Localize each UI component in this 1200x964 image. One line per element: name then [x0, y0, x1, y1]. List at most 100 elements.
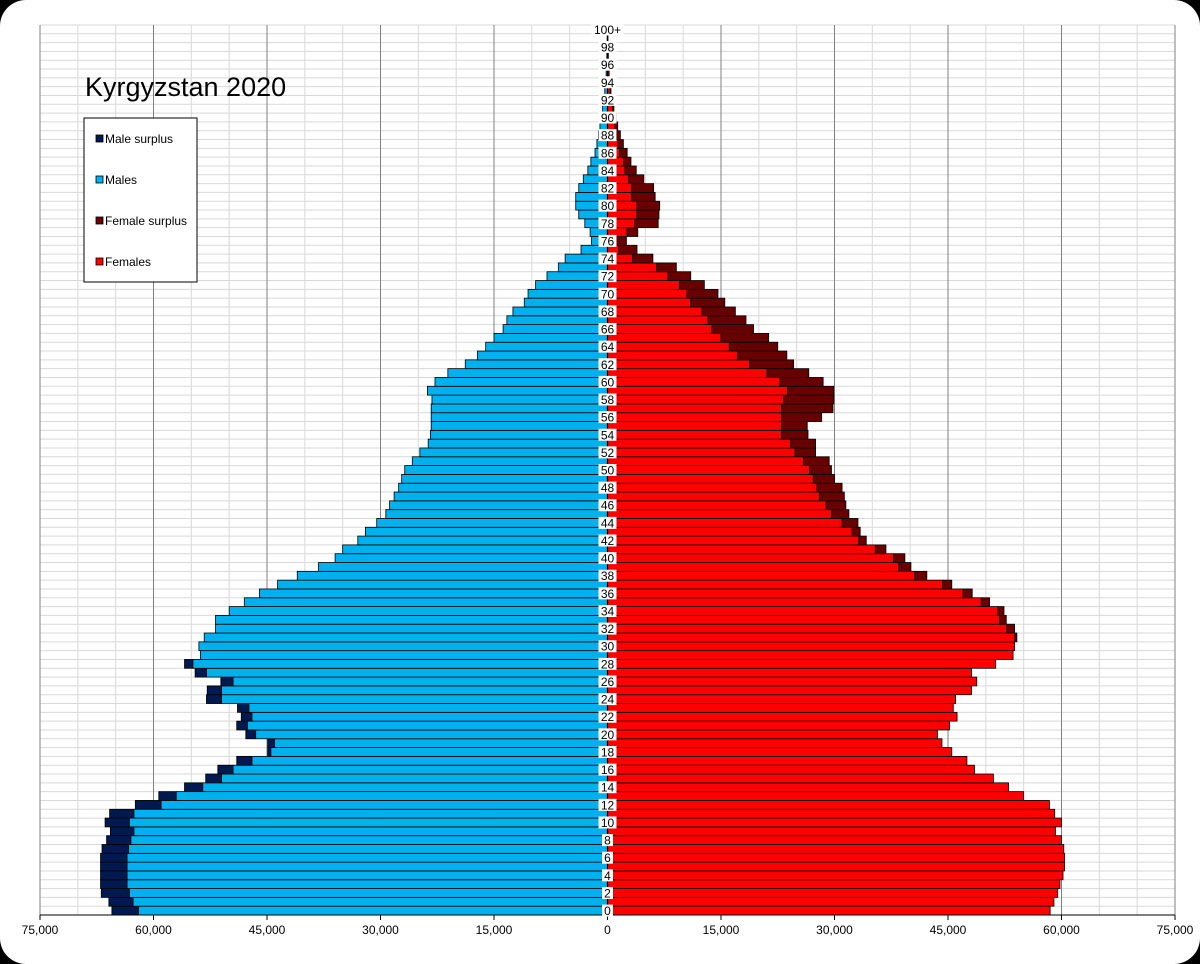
age-label-bg	[598, 411, 617, 424]
bar-female-surplus	[1006, 623, 1015, 634]
age-label: 50	[601, 464, 615, 478]
bar-males	[192, 659, 608, 669]
age-label-bg	[602, 834, 613, 847]
age-label-bg	[598, 816, 617, 829]
age-label-bg	[598, 640, 617, 653]
age-label-bg	[598, 534, 617, 547]
bar-males	[404, 465, 608, 475]
age-label-bg	[598, 693, 617, 706]
age-label: 88	[601, 129, 615, 143]
bar-females	[607, 817, 1062, 828]
bar-males	[206, 667, 608, 678]
age-label-bg	[598, 464, 617, 476]
age-label: 6	[604, 851, 611, 865]
age-label-bg	[602, 851, 613, 864]
x-tick-label: 60,000	[135, 923, 172, 937]
bar-female-surplus	[656, 262, 677, 273]
bar-male-surplus	[184, 659, 194, 669]
x-tick-labels: 75,000 60,000 45,000 30,000 15,000 0 15,000 30,…	[22, 923, 1194, 937]
bar-females	[607, 324, 713, 334]
bar-females	[607, 685, 972, 696]
age-label: 58	[601, 393, 615, 407]
age-label-bg	[598, 111, 617, 124]
age-label: 20	[601, 728, 615, 742]
bar-males	[200, 650, 608, 660]
bar-females	[607, 870, 1064, 881]
bar-female-surplus	[858, 535, 867, 546]
bar-females	[607, 377, 781, 387]
chart-title: Kyrgyzstan 2020	[85, 72, 286, 102]
age-label-bg	[598, 499, 617, 512]
x-tick-label: 30,000	[362, 923, 399, 937]
bar-female-surplus	[997, 606, 1005, 616]
legend-label: Females	[105, 255, 151, 269]
legend-label: Males	[105, 173, 137, 187]
age-label: 68	[601, 305, 615, 319]
bar-males	[232, 676, 608, 687]
bar-females	[607, 852, 1065, 863]
bar-females	[607, 553, 894, 563]
bar-males	[411, 456, 608, 466]
bar-males	[430, 421, 608, 431]
bar-males	[251, 755, 608, 766]
bar-females	[607, 315, 709, 326]
bar-female-surplus	[631, 192, 656, 202]
bar-females	[607, 385, 788, 396]
age-label: 12	[601, 798, 615, 812]
bar-males	[430, 403, 608, 414]
bar-males	[126, 870, 608, 881]
bar-females	[607, 879, 1061, 889]
bar-females	[607, 412, 782, 422]
age-label: 2	[604, 886, 611, 900]
bar-females	[607, 341, 730, 352]
legend-label: Male surplus	[105, 132, 173, 146]
bar-males	[128, 844, 608, 854]
bar-female-surplus	[962, 588, 973, 599]
bar-males	[401, 474, 608, 484]
bar-males	[419, 447, 608, 458]
bar-males	[485, 341, 608, 352]
bar-males	[427, 385, 608, 396]
age-label: 80	[601, 199, 615, 213]
age-label: 60	[601, 375, 615, 389]
bar-females	[607, 280, 680, 290]
bar-male-surplus	[237, 703, 250, 713]
bar-male-surplus	[100, 852, 128, 863]
bar-males	[221, 685, 608, 696]
bar-female-surplus	[737, 350, 788, 361]
bar-males	[246, 720, 608, 731]
legend-box	[83, 117, 198, 283]
bar-female-surplus	[893, 553, 906, 563]
bar-females	[607, 465, 810, 475]
bar-female-surplus	[634, 218, 659, 229]
bar-females	[607, 738, 943, 748]
bar-female-surplus	[783, 394, 835, 405]
age-label: 62	[601, 358, 615, 372]
bar-males	[203, 632, 608, 643]
bar-females	[607, 447, 796, 458]
bar-males	[376, 518, 608, 528]
bar-males	[255, 729, 608, 740]
bar-females	[607, 632, 1015, 643]
bar-females	[607, 826, 1056, 837]
bar-male-surplus	[134, 800, 162, 810]
age-label: 48	[601, 481, 615, 495]
bar-females	[607, 614, 1000, 625]
bar-males	[126, 861, 608, 872]
bar-female-surplus	[779, 377, 824, 387]
age-label-bg	[598, 358, 617, 371]
bar-females	[607, 694, 956, 704]
age-label: 0	[604, 904, 611, 918]
bar-males	[506, 315, 608, 326]
bar-females	[607, 421, 782, 431]
age-label: 64	[601, 340, 615, 354]
age-label-bg	[598, 781, 617, 794]
age-label-bg	[598, 164, 617, 177]
bar-females	[607, 755, 968, 766]
age-label-bg	[598, 340, 617, 353]
bar-females	[607, 747, 953, 757]
bar-female-surplus	[831, 509, 850, 519]
bar-females	[607, 606, 999, 616]
age-label: 32	[601, 622, 615, 636]
bar-females	[607, 659, 997, 669]
